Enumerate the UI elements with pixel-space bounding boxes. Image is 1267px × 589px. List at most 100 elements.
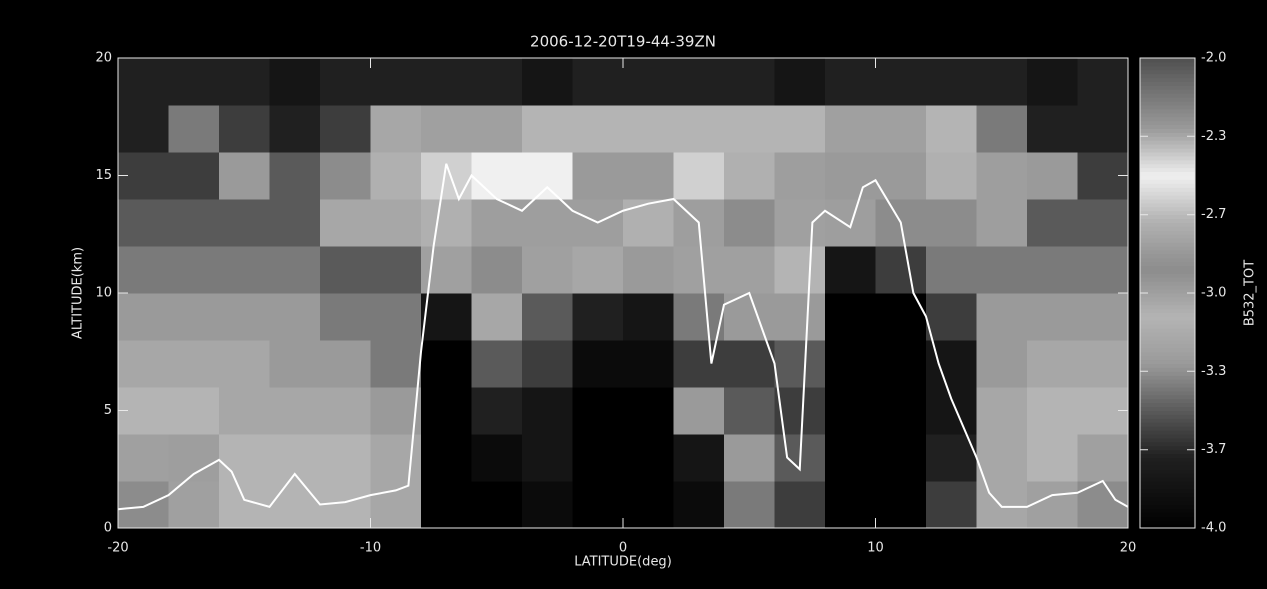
colorbar-cell — [1140, 285, 1195, 289]
colorbar-cell — [1140, 230, 1195, 234]
y-axis-label: ALTITUDE(km) — [71, 247, 86, 339]
heatmap-cell — [724, 58, 775, 106]
x-tick-label: -20 — [107, 541, 128, 556]
heatmap-cell — [926, 152, 977, 200]
heatmap-cell — [219, 340, 270, 388]
heatmap-cell — [1078, 105, 1129, 153]
heatmap-cell — [320, 58, 371, 106]
colorbar-cell — [1140, 258, 1195, 262]
colorbar-cell — [1140, 191, 1195, 195]
heatmap-cell — [926, 387, 977, 435]
heatmap-cell — [270, 387, 321, 435]
heatmap-cell — [472, 387, 523, 435]
heatmap-cell — [320, 387, 371, 435]
colorbar-cell — [1140, 454, 1195, 458]
colorbar-cell — [1140, 501, 1195, 505]
heatmap-cell — [169, 105, 220, 153]
colorbar-cell — [1140, 360, 1195, 364]
heatmap-cell — [270, 246, 321, 294]
colorbar-cell — [1140, 505, 1195, 509]
heatmap-cell — [775, 340, 826, 388]
heatmap-cell — [876, 105, 927, 153]
heatmap-cell — [623, 387, 674, 435]
heatmap-cell — [472, 58, 523, 106]
colorbar-cell — [1140, 520, 1195, 524]
heatmap-cell — [724, 340, 775, 388]
colorbar-cell — [1140, 262, 1195, 266]
heatmap-cell — [623, 58, 674, 106]
colorbar-cell — [1140, 442, 1195, 446]
colorbar-cell — [1140, 446, 1195, 450]
heatmap-cell — [775, 481, 826, 529]
heatmap-cell — [118, 340, 169, 388]
heatmap-cell — [522, 199, 573, 247]
heatmap-cell — [674, 434, 725, 482]
heatmap-cell — [169, 58, 220, 106]
heatmap-cell — [169, 246, 220, 294]
colorbar-tick-label: -2.0 — [1201, 51, 1226, 66]
heatmap-cell — [371, 481, 422, 529]
colorbar-cell — [1140, 387, 1195, 391]
heatmap-cell — [522, 434, 573, 482]
colorbar-cell — [1140, 512, 1195, 516]
colorbar-cell — [1140, 364, 1195, 368]
heatmap-cell — [522, 105, 573, 153]
colorbar-cell — [1140, 508, 1195, 512]
heatmap-cell — [421, 340, 472, 388]
colorbar-cell — [1140, 301, 1195, 305]
heatmap-cell — [724, 105, 775, 153]
heatmap-cell — [724, 481, 775, 529]
heatmap-cell — [926, 58, 977, 106]
heatmap-cell — [724, 152, 775, 200]
heatmap-cell — [825, 481, 876, 529]
heatmap-cell — [674, 246, 725, 294]
heatmap-cell — [926, 293, 977, 341]
heatmap-cell — [118, 481, 169, 529]
heatmap-cell — [876, 58, 927, 106]
colorbar-cell — [1140, 516, 1195, 520]
heatmap-cell — [1078, 246, 1129, 294]
colorbar-cell — [1140, 168, 1195, 172]
heatmap-cell — [1027, 434, 1078, 482]
colorbar-cell — [1140, 254, 1195, 258]
heatmap-cell — [1078, 340, 1129, 388]
y-tick-label: 20 — [95, 51, 112, 66]
colorbar-cell — [1140, 340, 1195, 344]
heatmap-cell — [522, 293, 573, 341]
heatmap-cell — [118, 199, 169, 247]
heatmap-cell — [522, 387, 573, 435]
x-tick-label: 10 — [867, 541, 884, 556]
colorbar-cell — [1140, 356, 1195, 360]
colorbar-cell — [1140, 105, 1195, 109]
heatmap-cell — [522, 58, 573, 106]
heatmap-cell — [775, 293, 826, 341]
heatmap-cell — [421, 293, 472, 341]
colorbar-cell — [1140, 156, 1195, 160]
colorbar-cell — [1140, 344, 1195, 348]
heatmap-cell — [219, 105, 270, 153]
colorbar-cell — [1140, 305, 1195, 309]
heatmap-cell — [522, 152, 573, 200]
heatmap-cell — [876, 246, 927, 294]
colorbar-cell — [1140, 148, 1195, 152]
heatmap-cell — [926, 199, 977, 247]
colorbar-cell — [1140, 117, 1195, 121]
colorbar-cell — [1140, 395, 1195, 399]
heatmap-cell — [825, 293, 876, 341]
heatmap-cell — [371, 105, 422, 153]
heatmap-cell — [623, 105, 674, 153]
colorbar-cell — [1140, 93, 1195, 97]
heatmap-cell — [219, 246, 270, 294]
colorbar-cell — [1140, 461, 1195, 465]
colorbar-cell — [1140, 140, 1195, 144]
colorbar-cell — [1140, 89, 1195, 93]
heatmap-cell — [169, 293, 220, 341]
colorbar-cell — [1140, 375, 1195, 379]
colorbar-cell — [1140, 97, 1195, 101]
colorbar-cell — [1140, 270, 1195, 274]
colorbar-cell — [1140, 297, 1195, 301]
colorbar-cell — [1140, 469, 1195, 473]
heatmap-cell — [421, 58, 472, 106]
colorbar-cell — [1140, 422, 1195, 426]
colorbar-cell — [1140, 477, 1195, 481]
